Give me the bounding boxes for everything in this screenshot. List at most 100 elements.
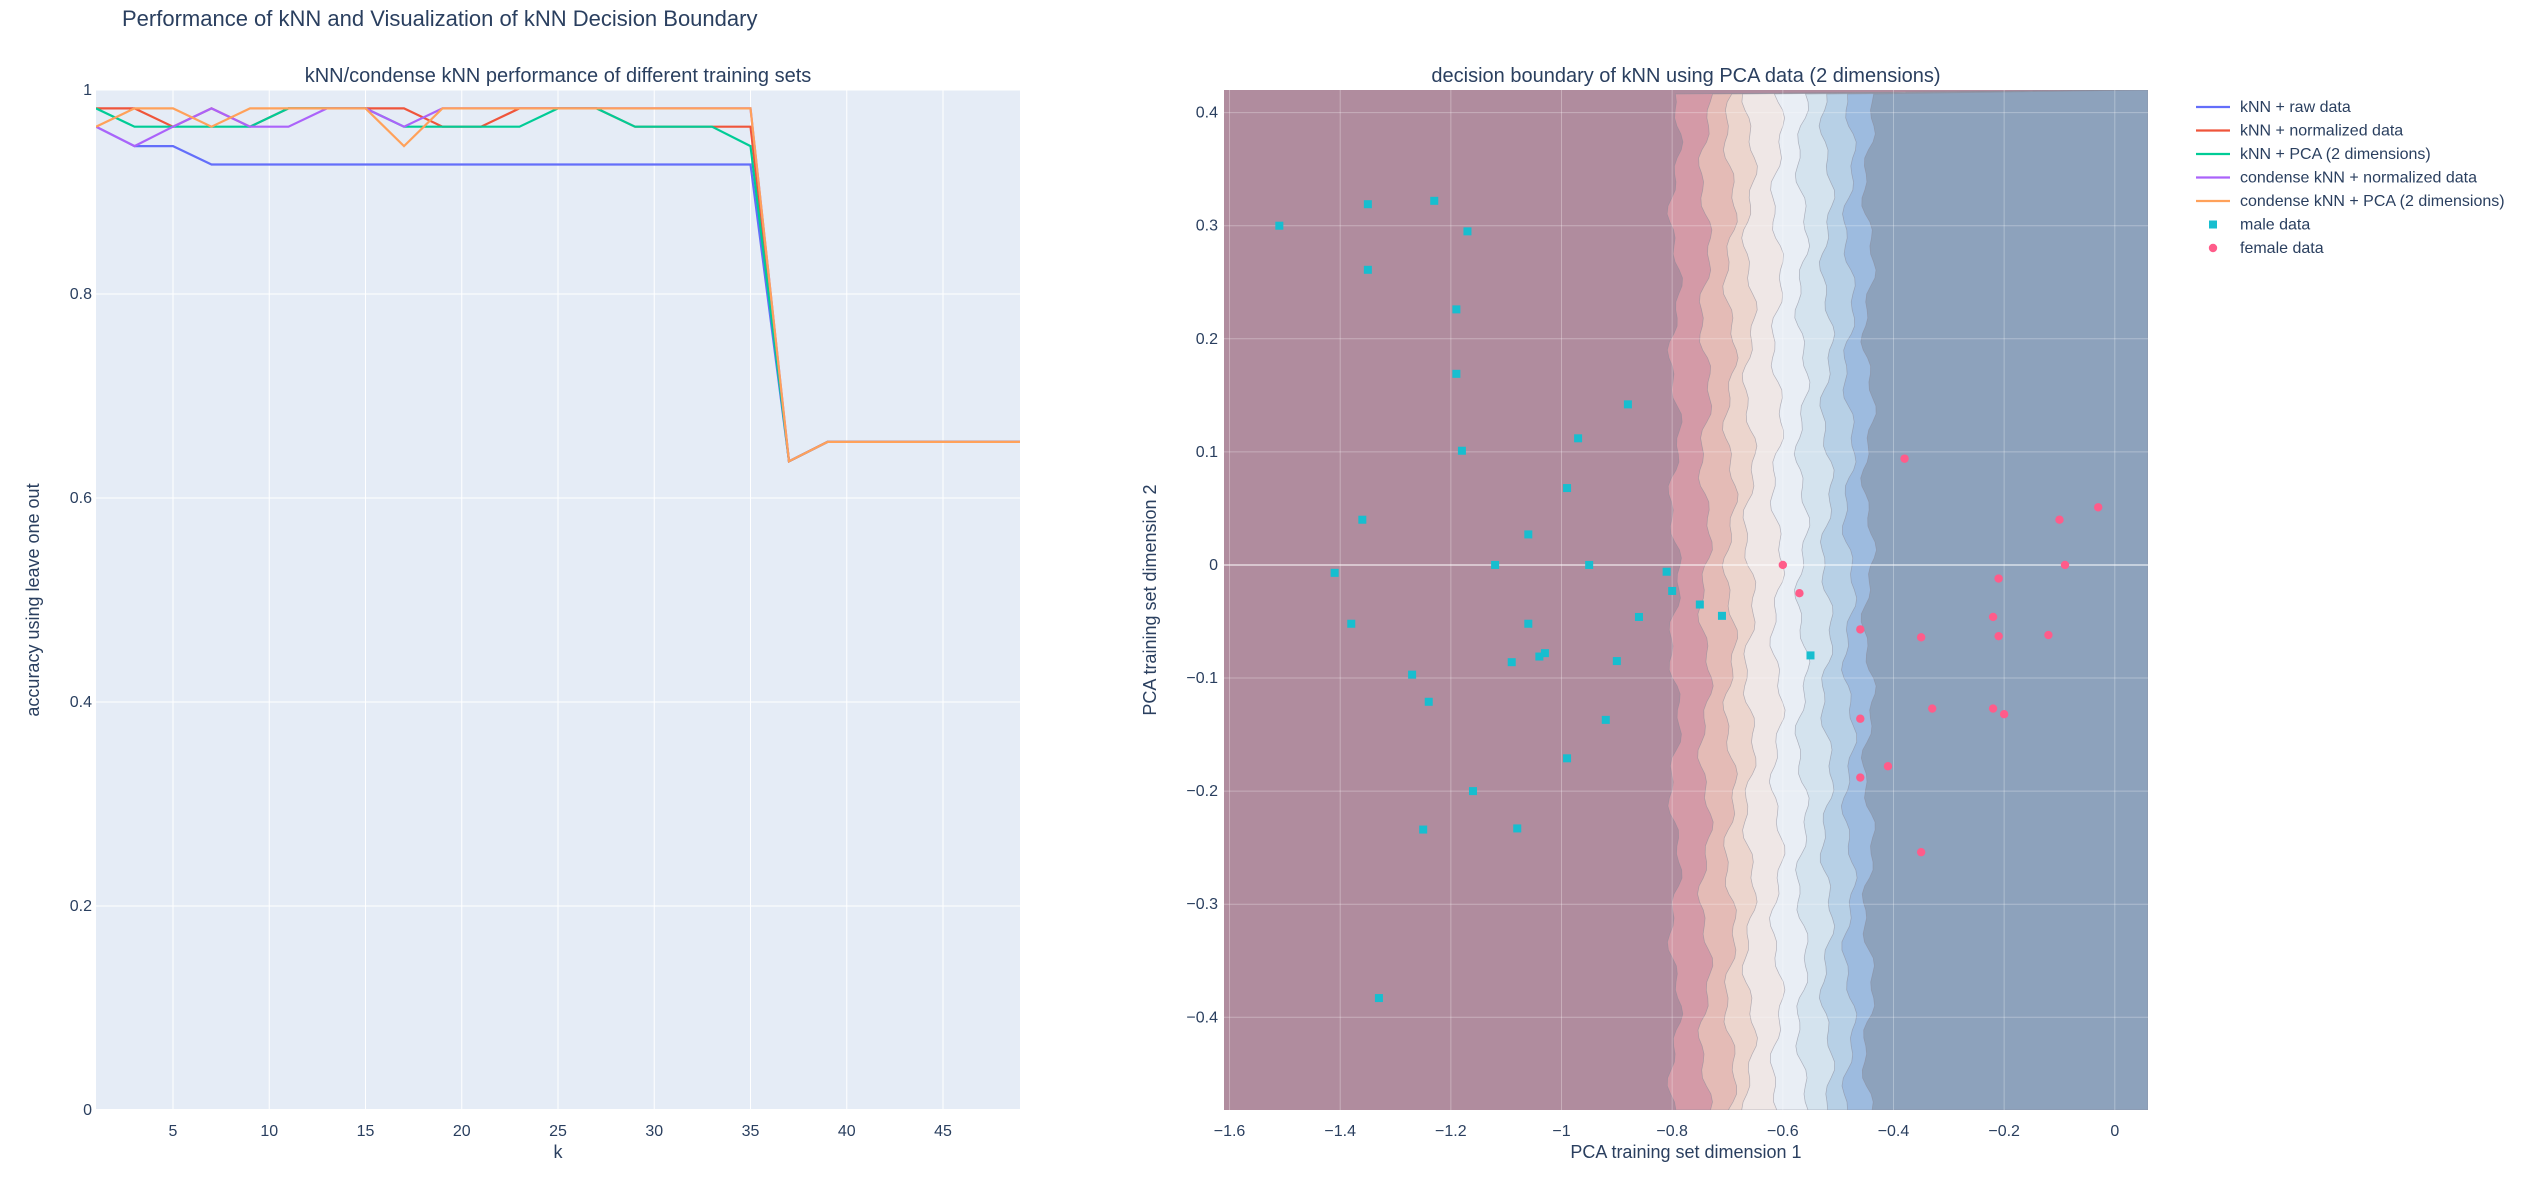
female-data-point[interactable] xyxy=(2044,630,2053,640)
female-data-point[interactable] xyxy=(1856,773,1865,782)
x-tick-label: 20 xyxy=(453,1123,471,1140)
legend-label[interactable]: condense kNN + normalized data xyxy=(2240,170,2477,187)
female-data-point[interactable] xyxy=(1916,847,1926,857)
male-data-point[interactable] xyxy=(1668,586,1677,595)
legend-label[interactable]: kNN + PCA (2 dimensions) xyxy=(2240,146,2431,163)
male-data-point[interactable] xyxy=(1330,568,1339,577)
male-data-point[interactable] xyxy=(1419,825,1428,834)
male-data-point[interactable] xyxy=(1574,434,1583,443)
legend-label[interactable]: kNN + normalized data xyxy=(2240,123,2403,140)
male-data-point[interactable] xyxy=(1601,715,1610,724)
male-data-point[interactable] xyxy=(1457,446,1466,455)
x-tick-label: 0 xyxy=(2110,1123,2119,1140)
y-tick-label: 0.6 xyxy=(70,490,92,507)
x-tick-label: 30 xyxy=(645,1123,663,1140)
male-data-point[interactable] xyxy=(1491,560,1500,569)
y-tick-label: 0.4 xyxy=(1196,105,1218,122)
female-data-point[interactable] xyxy=(1988,704,1998,713)
male-data-point[interactable] xyxy=(1717,611,1726,620)
male-data-point[interactable] xyxy=(1430,196,1439,205)
female-data-point[interactable] xyxy=(1988,612,1998,622)
male-data-point[interactable] xyxy=(1507,658,1516,667)
male-data-point[interactable] xyxy=(1463,227,1472,236)
x-tick-label: 35 xyxy=(742,1123,760,1140)
y-tick-label: 0.2 xyxy=(70,898,92,915)
male-data-point[interactable] xyxy=(1806,651,1815,660)
chart1-y-axis-title: accuracy using leave one out xyxy=(23,483,43,716)
x-tick-label: 40 xyxy=(838,1123,856,1140)
female-data-point[interactable] xyxy=(1928,704,1937,713)
legend[interactable]: kNN + raw data kNN + normalized data kNN +… xyxy=(2196,99,2505,257)
x-tick-label: −1.2 xyxy=(1435,1123,1467,1140)
contour-band xyxy=(1860,90,2148,1110)
female-data-point[interactable] xyxy=(1916,633,1926,642)
y-tick-label: −0.1 xyxy=(1186,670,1218,687)
male-data-point[interactable] xyxy=(1540,649,1549,658)
male-data-point[interactable] xyxy=(1524,530,1533,539)
x-tick-label: −1.4 xyxy=(1324,1123,1356,1140)
y-tick-label: 1 xyxy=(83,82,92,99)
x-tick-label: 10 xyxy=(260,1123,278,1140)
y-tick-label: 0.8 xyxy=(70,286,92,303)
male-data-point[interactable] xyxy=(1468,787,1477,796)
male-data-point[interactable] xyxy=(1374,994,1383,1003)
legend-label[interactable]: kNN + raw data xyxy=(2240,99,2351,116)
male-data-point[interactable] xyxy=(1363,265,1372,274)
legend-label[interactable]: female data xyxy=(2240,240,2324,257)
female-data-point[interactable] xyxy=(1999,710,2009,719)
male-data-point[interactable] xyxy=(1662,567,1671,576)
x-tick-label: −0.2 xyxy=(1988,1123,2020,1140)
female-data-point[interactable] xyxy=(1900,454,1909,463)
legend-label[interactable]: male data xyxy=(2240,217,2310,234)
chart1-title: kNN/condense kNN performance of differen… xyxy=(305,65,812,87)
x-tick-label: −0.8 xyxy=(1656,1123,1688,1140)
male-data-point[interactable] xyxy=(1358,515,1367,524)
male-data-point[interactable] xyxy=(1623,400,1632,409)
female-data-point[interactable] xyxy=(1883,762,1893,771)
legend-circle-swatch xyxy=(2208,243,2218,253)
x-tick-label: −0.4 xyxy=(1878,1123,1910,1140)
female-data-point[interactable] xyxy=(1994,631,2003,641)
legend-label[interactable]: condense kNN + PCA (2 dimensions) xyxy=(2240,193,2505,210)
x-tick-label: 15 xyxy=(357,1123,375,1140)
y-tick-label: 0.2 xyxy=(1196,331,1218,348)
x-tick-label: −1.6 xyxy=(1214,1123,1246,1140)
y-tick-label: 0 xyxy=(1209,557,1218,574)
male-data-point[interactable] xyxy=(1452,369,1461,378)
female-data-point[interactable] xyxy=(1778,560,1788,570)
male-data-point[interactable] xyxy=(1634,612,1643,621)
female-data-point[interactable] xyxy=(1856,625,1865,634)
y-tick-label: 0 xyxy=(83,1102,92,1119)
female-data-point[interactable] xyxy=(2055,515,2064,524)
male-data-point[interactable] xyxy=(1563,484,1572,493)
female-data-point[interactable] xyxy=(1994,574,2003,583)
chart2-title: decision boundary of kNN using PCA data … xyxy=(1431,65,1940,87)
male-data-point[interactable] xyxy=(1424,697,1433,706)
female-data-point[interactable] xyxy=(2060,560,2070,570)
y-tick-label: −0.4 xyxy=(1186,1009,1218,1026)
male-data-point[interactable] xyxy=(1612,657,1621,666)
male-data-point[interactable] xyxy=(1452,305,1461,314)
male-data-point[interactable] xyxy=(1347,619,1356,628)
male-data-point[interactable] xyxy=(1363,200,1372,209)
y-tick-label: −0.3 xyxy=(1186,896,1218,913)
male-data-point[interactable] xyxy=(1524,619,1533,628)
y-tick-label: 0.1 xyxy=(1196,444,1218,461)
male-data-point[interactable] xyxy=(1563,754,1572,763)
x-tick-label: 5 xyxy=(169,1123,178,1140)
female-data-point[interactable] xyxy=(1856,714,1865,723)
female-data-point[interactable] xyxy=(1795,589,1804,598)
accuracy-line-chart: 5 10 15 20 25 30 35 40 45 0 0.2 0.4 0.6 0.8 1 kNN/conde… xyxy=(23,65,1020,1162)
male-data-point[interactable] xyxy=(1275,221,1284,230)
male-data-point[interactable] xyxy=(1695,600,1704,609)
male-data-point[interactable] xyxy=(1535,652,1544,661)
male-data-point[interactable] xyxy=(1585,560,1594,569)
male-data-point[interactable] xyxy=(1408,670,1417,679)
chart1-x-axis-title: k xyxy=(554,1142,564,1162)
male-data-point[interactable] xyxy=(1513,824,1522,833)
series-line[interactable] xyxy=(96,107,1020,463)
x-tick-label: 45 xyxy=(934,1123,952,1140)
female-data-point[interactable] xyxy=(2094,503,2103,512)
chart2-y-axis-title: PCA training set dimension 2 xyxy=(1140,484,1160,715)
